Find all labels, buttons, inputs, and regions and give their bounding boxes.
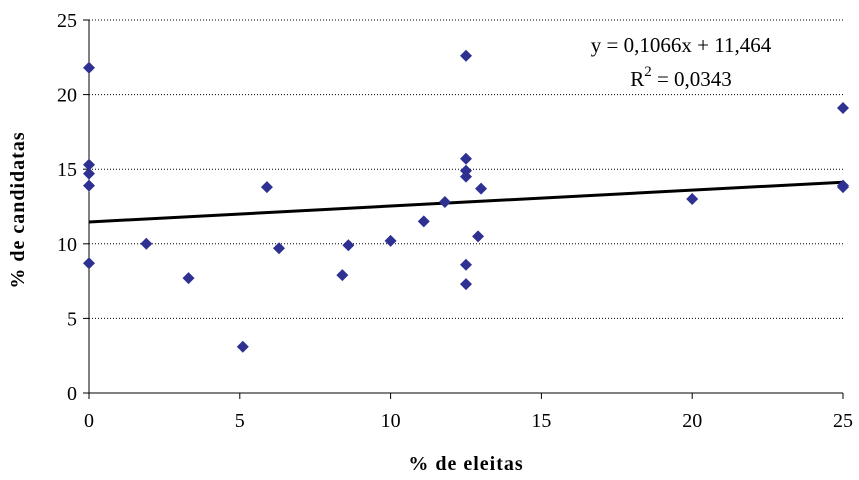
trendline-layer	[88, 180, 844, 224]
x-tick-label-10: 10	[381, 410, 401, 432]
data-point-14	[438, 196, 451, 209]
r-squared-prefix: R	[630, 67, 644, 91]
y-tick-label-0: 0	[67, 383, 77, 405]
data-point-6	[182, 272, 195, 285]
data-point-5	[140, 237, 153, 250]
data-point-18	[460, 170, 472, 183]
y-tick-label-20: 20	[57, 85, 77, 107]
data-point-24	[837, 102, 849, 115]
data-point-4	[83, 257, 95, 270]
data-point-3	[83, 179, 95, 192]
tick-labels: 0 5 10 15 20 25 0 5 10 15 20 25	[57, 10, 853, 432]
axes	[83, 19, 844, 399]
data-point-16	[460, 152, 472, 165]
data-point-22	[475, 182, 488, 195]
y-tick-label-5: 5	[67, 308, 77, 330]
data-points	[83, 49, 849, 353]
y-axis-title: % de candidatas	[7, 131, 29, 288]
data-point-21	[472, 230, 485, 243]
data-point-20	[460, 278, 472, 291]
y-tick-label-10: 10	[57, 234, 77, 256]
x-tick-label-0: 0	[84, 410, 94, 432]
data-point-1	[83, 158, 95, 171]
data-point-23	[686, 193, 699, 206]
x-tick-label-25: 25	[833, 410, 853, 432]
x-tick-label-15: 15	[531, 410, 551, 432]
data-point-9	[273, 242, 286, 255]
data-point-15	[460, 49, 472, 62]
r-squared-value: = 0,0343	[652, 67, 732, 91]
data-point-11	[342, 239, 355, 252]
trendline	[88, 180, 844, 224]
y-tick-label-25: 25	[57, 10, 77, 32]
x-axis-title: % de eleitas	[408, 453, 523, 475]
data-point-2	[83, 167, 95, 180]
data-point-19	[460, 258, 472, 271]
x-tick-label-5: 5	[235, 410, 245, 432]
data-point-7	[236, 340, 249, 353]
data-point-13	[417, 215, 430, 228]
r-squared-superscript: 2	[644, 64, 652, 80]
data-point-26	[837, 181, 849, 194]
data-point-12	[384, 234, 397, 247]
data-point-0	[83, 61, 95, 74]
data-point-8	[260, 181, 273, 194]
y-tick-label-15: 15	[57, 159, 77, 181]
x-tick-label-20: 20	[682, 410, 702, 432]
data-point-10	[336, 269, 349, 282]
r-squared-label: R2 = 0,0343	[630, 64, 732, 91]
trendline-equation: y = 0,1066x + 11,464	[591, 33, 772, 57]
